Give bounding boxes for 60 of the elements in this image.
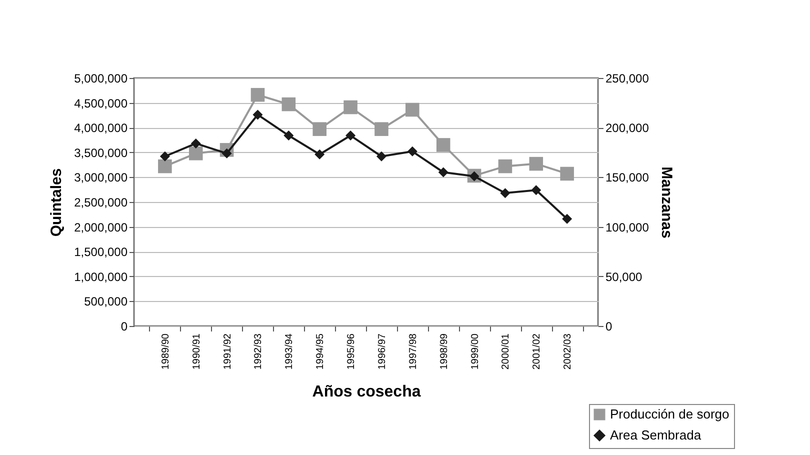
y2-tick-label: 50,000 <box>606 270 643 284</box>
x-axis-title: Años cosecha <box>312 384 421 401</box>
x-tick-label: 2001/02 <box>532 333 543 370</box>
point <box>188 146 203 160</box>
point <box>344 100 358 114</box>
y2-tick-label: 0 <box>606 320 612 334</box>
x-tick-label: 2000/01 <box>500 333 512 370</box>
y-tick-label: 5,000,000 <box>74 72 128 86</box>
y2-axis-title: Manzanas <box>658 166 675 238</box>
x-tick-label: 1989/90 <box>160 333 172 370</box>
x-tick-label: 2002/03 <box>562 333 574 370</box>
point <box>250 88 265 102</box>
x-tick-label: 1999/00 <box>470 333 481 370</box>
point <box>314 149 325 160</box>
point <box>376 151 386 162</box>
y2-tick-label: 150,000 <box>606 170 650 185</box>
point <box>498 159 512 174</box>
point <box>436 138 450 152</box>
x-tick-label: 1991/92 <box>222 333 234 370</box>
y-tick-label: 4,500,000 <box>74 96 128 110</box>
legend-label: Area Sembrada <box>610 428 702 442</box>
legend-label: Producción de sorgo <box>610 406 730 422</box>
y-tick-label: 2,000,000 <box>74 220 128 234</box>
point <box>407 146 418 156</box>
x-tick-label: 1994/95 <box>315 333 326 370</box>
point <box>438 167 448 178</box>
point <box>284 130 294 141</box>
point <box>158 159 172 174</box>
y-tick-label: 1,500,000 <box>74 245 128 260</box>
y-tick-label: 500,000 <box>84 294 128 309</box>
point <box>562 214 572 224</box>
y-tick-label: 0 <box>120 320 128 334</box>
y2-tick-label: 100,000 <box>606 220 650 234</box>
point <box>252 110 263 120</box>
x-tick-label: 1995/96 <box>346 333 358 370</box>
point <box>160 151 170 162</box>
x-tick-label: 1998/99 <box>438 333 450 370</box>
y2-tick-label: 200,000 <box>606 121 650 136</box>
y-tick-label: 3,500,000 <box>74 146 128 160</box>
point <box>374 122 388 136</box>
point <box>531 185 542 196</box>
y-tick-label: 1,000,000 <box>74 270 128 284</box>
x-tick-label: 1996/97 <box>376 333 388 370</box>
x-tick-label: 1993/94 <box>284 333 296 370</box>
point <box>312 122 326 136</box>
point <box>406 102 420 117</box>
point <box>500 188 510 198</box>
point <box>529 156 544 171</box>
y2-tick-label: 250,000 <box>606 72 650 86</box>
point <box>346 130 356 141</box>
point <box>282 97 296 112</box>
x-tick-label: 1990/91 <box>191 333 202 370</box>
point <box>560 166 574 181</box>
y-tick-label: 3,000,000 <box>74 170 128 185</box>
point <box>190 138 201 148</box>
y-tick-label: 2,500,000 <box>74 196 128 210</box>
x-tick-label: 1992/93 <box>253 333 264 370</box>
y-tick-label: 4,000,000 <box>74 121 128 136</box>
y-axis-title: Quintales <box>48 168 66 237</box>
x-tick-label: 1997/98 <box>408 333 419 370</box>
